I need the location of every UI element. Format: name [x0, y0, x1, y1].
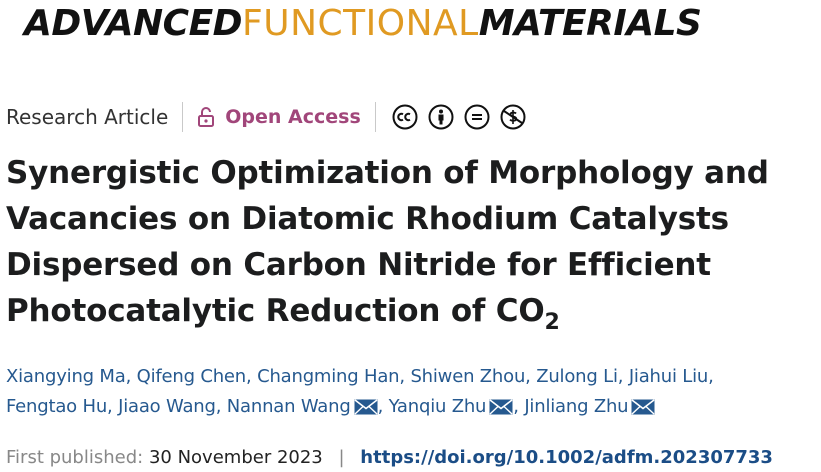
author-link[interactable]: Nannan Wang — [226, 396, 351, 417]
journal-logo[interactable]: ADVANCEDFUNCTIONALMATERIALS — [24, 2, 702, 46]
author-link[interactable]: Changming Han — [257, 366, 400, 387]
author-link[interactable]: Shiwen Zhou — [410, 366, 526, 387]
article-title: Synergistic Optimization of Morphology a… — [6, 155, 769, 335]
author-link[interactable]: Fengtao Hu — [6, 396, 108, 417]
author-link[interactable]: Jiahui Liu — [628, 366, 709, 387]
nd-icon — [464, 104, 490, 130]
cc-icon — [392, 104, 418, 130]
nc-icon — [500, 104, 526, 130]
author-link[interactable]: Qifeng Chen — [136, 366, 247, 387]
journal-logo-functional: FUNCTIONAL — [242, 3, 479, 44]
license-icons[interactable] — [392, 104, 526, 130]
article-type: Research Article — [6, 105, 169, 129]
unlock-icon — [198, 107, 215, 127]
doi-link[interactable]: https://doi.org/10.1002/adfm.202307733 — [360, 447, 773, 468]
author-link[interactable]: Jinliang Zhu — [524, 396, 629, 417]
divider — [182, 102, 184, 132]
divider — [374, 102, 376, 132]
email-icon[interactable] — [489, 399, 513, 415]
published-label: First published: — [6, 447, 144, 468]
title-subscript: 2 — [544, 310, 560, 335]
author-list: Xiangying Ma, Qifeng Chen, Changming Han… — [6, 366, 714, 417]
author-link[interactable]: Yanqiu Zhu — [388, 396, 487, 417]
article-meta-bar: Research Article Open Access — [6, 100, 526, 134]
email-icon[interactable] — [354, 399, 378, 415]
publication-info: First published: 30 November 2023 | http… — [6, 444, 773, 472]
author-link[interactable]: Zulong Li — [536, 366, 618, 387]
open-access-link[interactable]: Open Access — [197, 106, 361, 128]
author-link[interactable]: Jiaao Wang — [118, 396, 216, 417]
author-link[interactable]: Xiangying Ma — [6, 366, 126, 387]
separator: | — [338, 447, 345, 468]
email-icon[interactable] — [631, 399, 655, 415]
journal-logo-advanced: ADVANCED — [24, 3, 243, 44]
published-date: 30 November 2023 — [148, 447, 323, 468]
open-access-label: Open Access — [225, 106, 361, 128]
by-icon — [428, 104, 454, 130]
journal-logo-materials: MATERIALS — [478, 3, 702, 44]
